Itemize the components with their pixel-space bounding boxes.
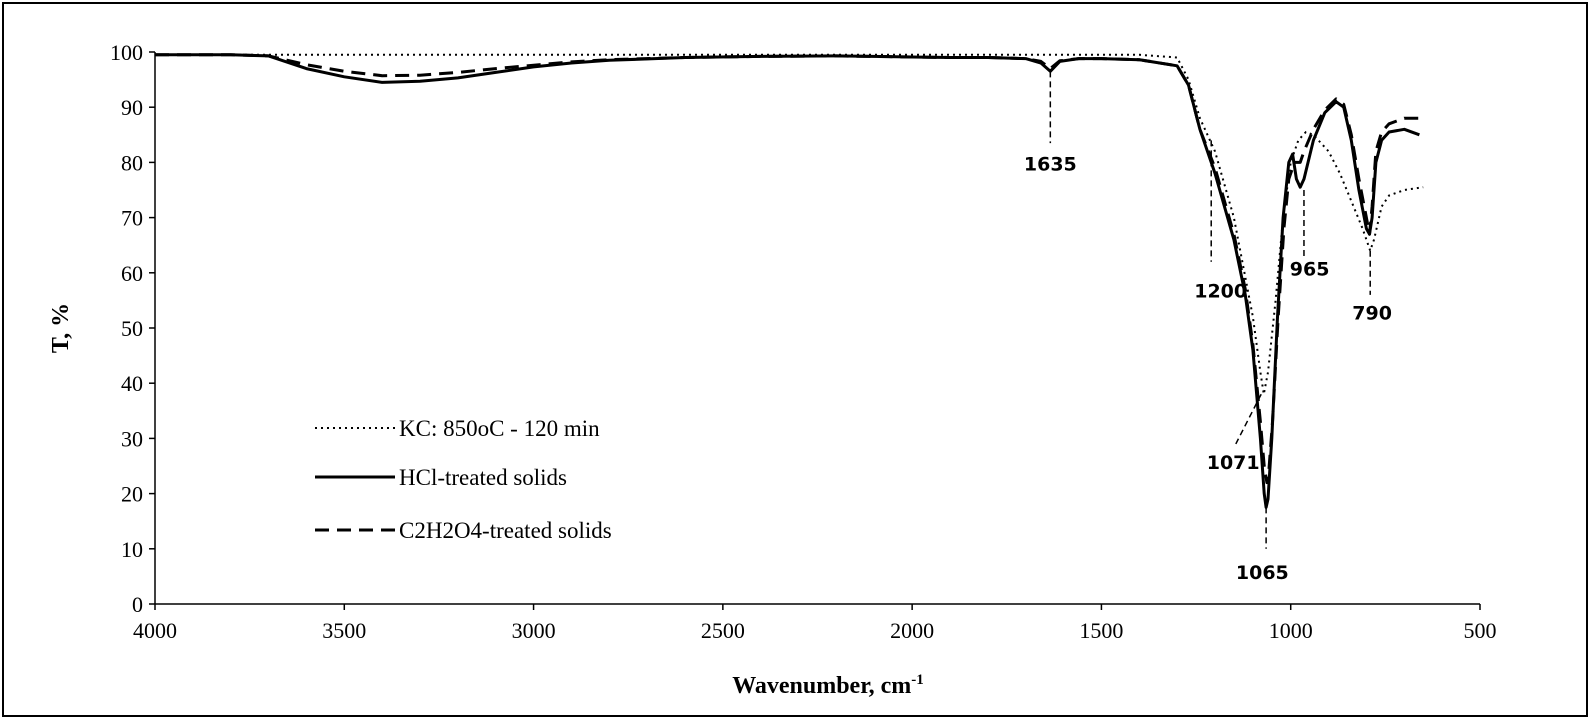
- annotation-label: 790: [1352, 303, 1392, 325]
- annotation-label: 965: [1290, 259, 1330, 281]
- series-line-dashed: [155, 53, 1420, 485]
- y-tick-label: 30: [121, 426, 143, 451]
- legend-label-kc: KC: 850oC - 120 min: [399, 416, 600, 441]
- x-tick-label: 3500: [322, 618, 366, 643]
- y-tick-group: 0 10 20 30 40 50 60 70 80 90 100: [110, 40, 155, 617]
- y-tick-label: 40: [121, 371, 143, 396]
- y-axis-title: T, %: [48, 303, 74, 353]
- x-tick-group: 4000 3500 3000 2500 2000 1500 1000 500: [133, 604, 1497, 643]
- x-tick-label: 2000: [890, 618, 934, 643]
- legend-label-hcl: HCl-treated solids: [399, 465, 567, 490]
- legend-label-oxalic: C2H2O4-treated solids: [399, 518, 612, 543]
- x-tick-label: 3000: [512, 618, 556, 643]
- x-axis-title: Wavenumber, cm-1: [732, 672, 924, 699]
- y-tick-label: 90: [121, 95, 143, 120]
- annotation-label: 1635: [1024, 154, 1077, 176]
- x-tick-label: 2500: [701, 618, 745, 643]
- y-tick-label: 10: [121, 537, 143, 562]
- y-tick-label: 80: [121, 150, 143, 175]
- y-tick-label: 20: [121, 482, 143, 507]
- x-tick-label: 1000: [1269, 618, 1313, 643]
- x-tick-label: 1500: [1079, 618, 1123, 643]
- y-tick-label: 50: [121, 316, 143, 341]
- y-tick-label: 70: [121, 206, 143, 231]
- y-tick-label: 0: [132, 592, 143, 617]
- annotation-label: 1065: [1236, 562, 1289, 584]
- annotation-label: 1071: [1207, 452, 1260, 474]
- series-group: [155, 53, 1424, 509]
- y-tick-label: 100: [110, 40, 143, 65]
- y-tick-label: 60: [121, 261, 143, 286]
- legend: KC: 850oC - 120 min HCl-treated solids C…: [315, 416, 612, 543]
- x-tick-label: 500: [1464, 618, 1497, 643]
- annotation-group: 1635 1200 965 790 1071 1065: [1024, 71, 1392, 584]
- series-line-dotted: [155, 53, 1424, 396]
- x-tick-label: 4000: [133, 618, 177, 643]
- x-axis-title-superscript: -1: [911, 672, 924, 688]
- annotation-label: 1200: [1194, 281, 1247, 303]
